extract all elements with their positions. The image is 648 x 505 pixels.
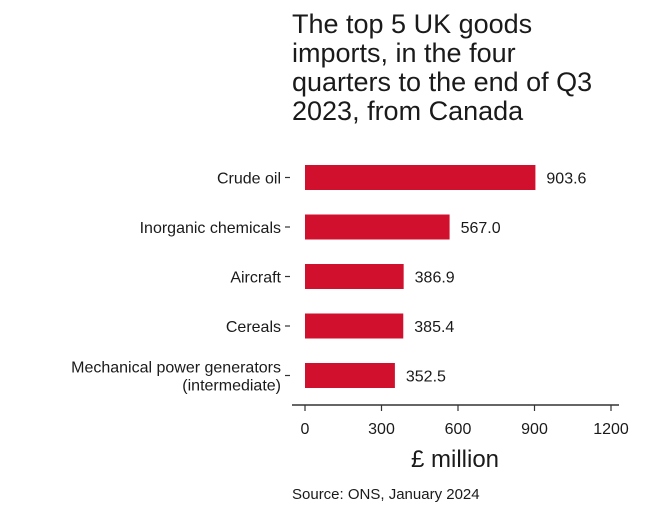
value-labels: 903.6 567.0 386.9 385.4 352.5	[406, 171, 587, 386]
category-label: (intermediate)	[182, 378, 281, 395]
chart-title-line: imports, in the four	[292, 38, 516, 68]
x-tick-label: 900	[521, 421, 548, 438]
x-tick-label: 1200	[593, 421, 629, 438]
value-label: 567.0	[461, 220, 501, 237]
value-label: 903.6	[546, 171, 586, 188]
bar	[305, 165, 536, 190]
bar	[305, 214, 450, 240]
bars	[305, 165, 536, 388]
value-label: 386.9	[415, 270, 455, 287]
category-label: Inorganic chemicals	[140, 220, 281, 237]
source-note: Source: ONS, January 2024	[292, 486, 480, 503]
category-label: Mechanical power generators	[71, 360, 281, 377]
chart-title-line: The top 5 UK goods	[292, 9, 532, 39]
x-tick-label: 600	[445, 421, 472, 438]
chart-title-line: quarters to the end of Q3	[292, 67, 592, 97]
chart-title-line: 2023, from Canada	[292, 96, 524, 126]
bar	[305, 363, 395, 388]
category-labels: Crude oil Inorganic chemicals Aircraft Cere…	[71, 171, 290, 395]
category-label: Crude oil	[217, 171, 281, 188]
category-label: Aircraft	[230, 270, 281, 287]
x-tick-label: 300	[368, 421, 395, 438]
value-label: 352.5	[406, 369, 446, 386]
bar	[305, 313, 404, 339]
value-label: 385.4	[414, 319, 454, 336]
x-tick-label: 0	[301, 421, 310, 438]
x-axis: 0 300 600 900 1200	[292, 404, 629, 438]
bar	[305, 264, 404, 289]
category-label: Cereals	[226, 319, 281, 336]
x-axis-title: £ million	[411, 446, 499, 473]
